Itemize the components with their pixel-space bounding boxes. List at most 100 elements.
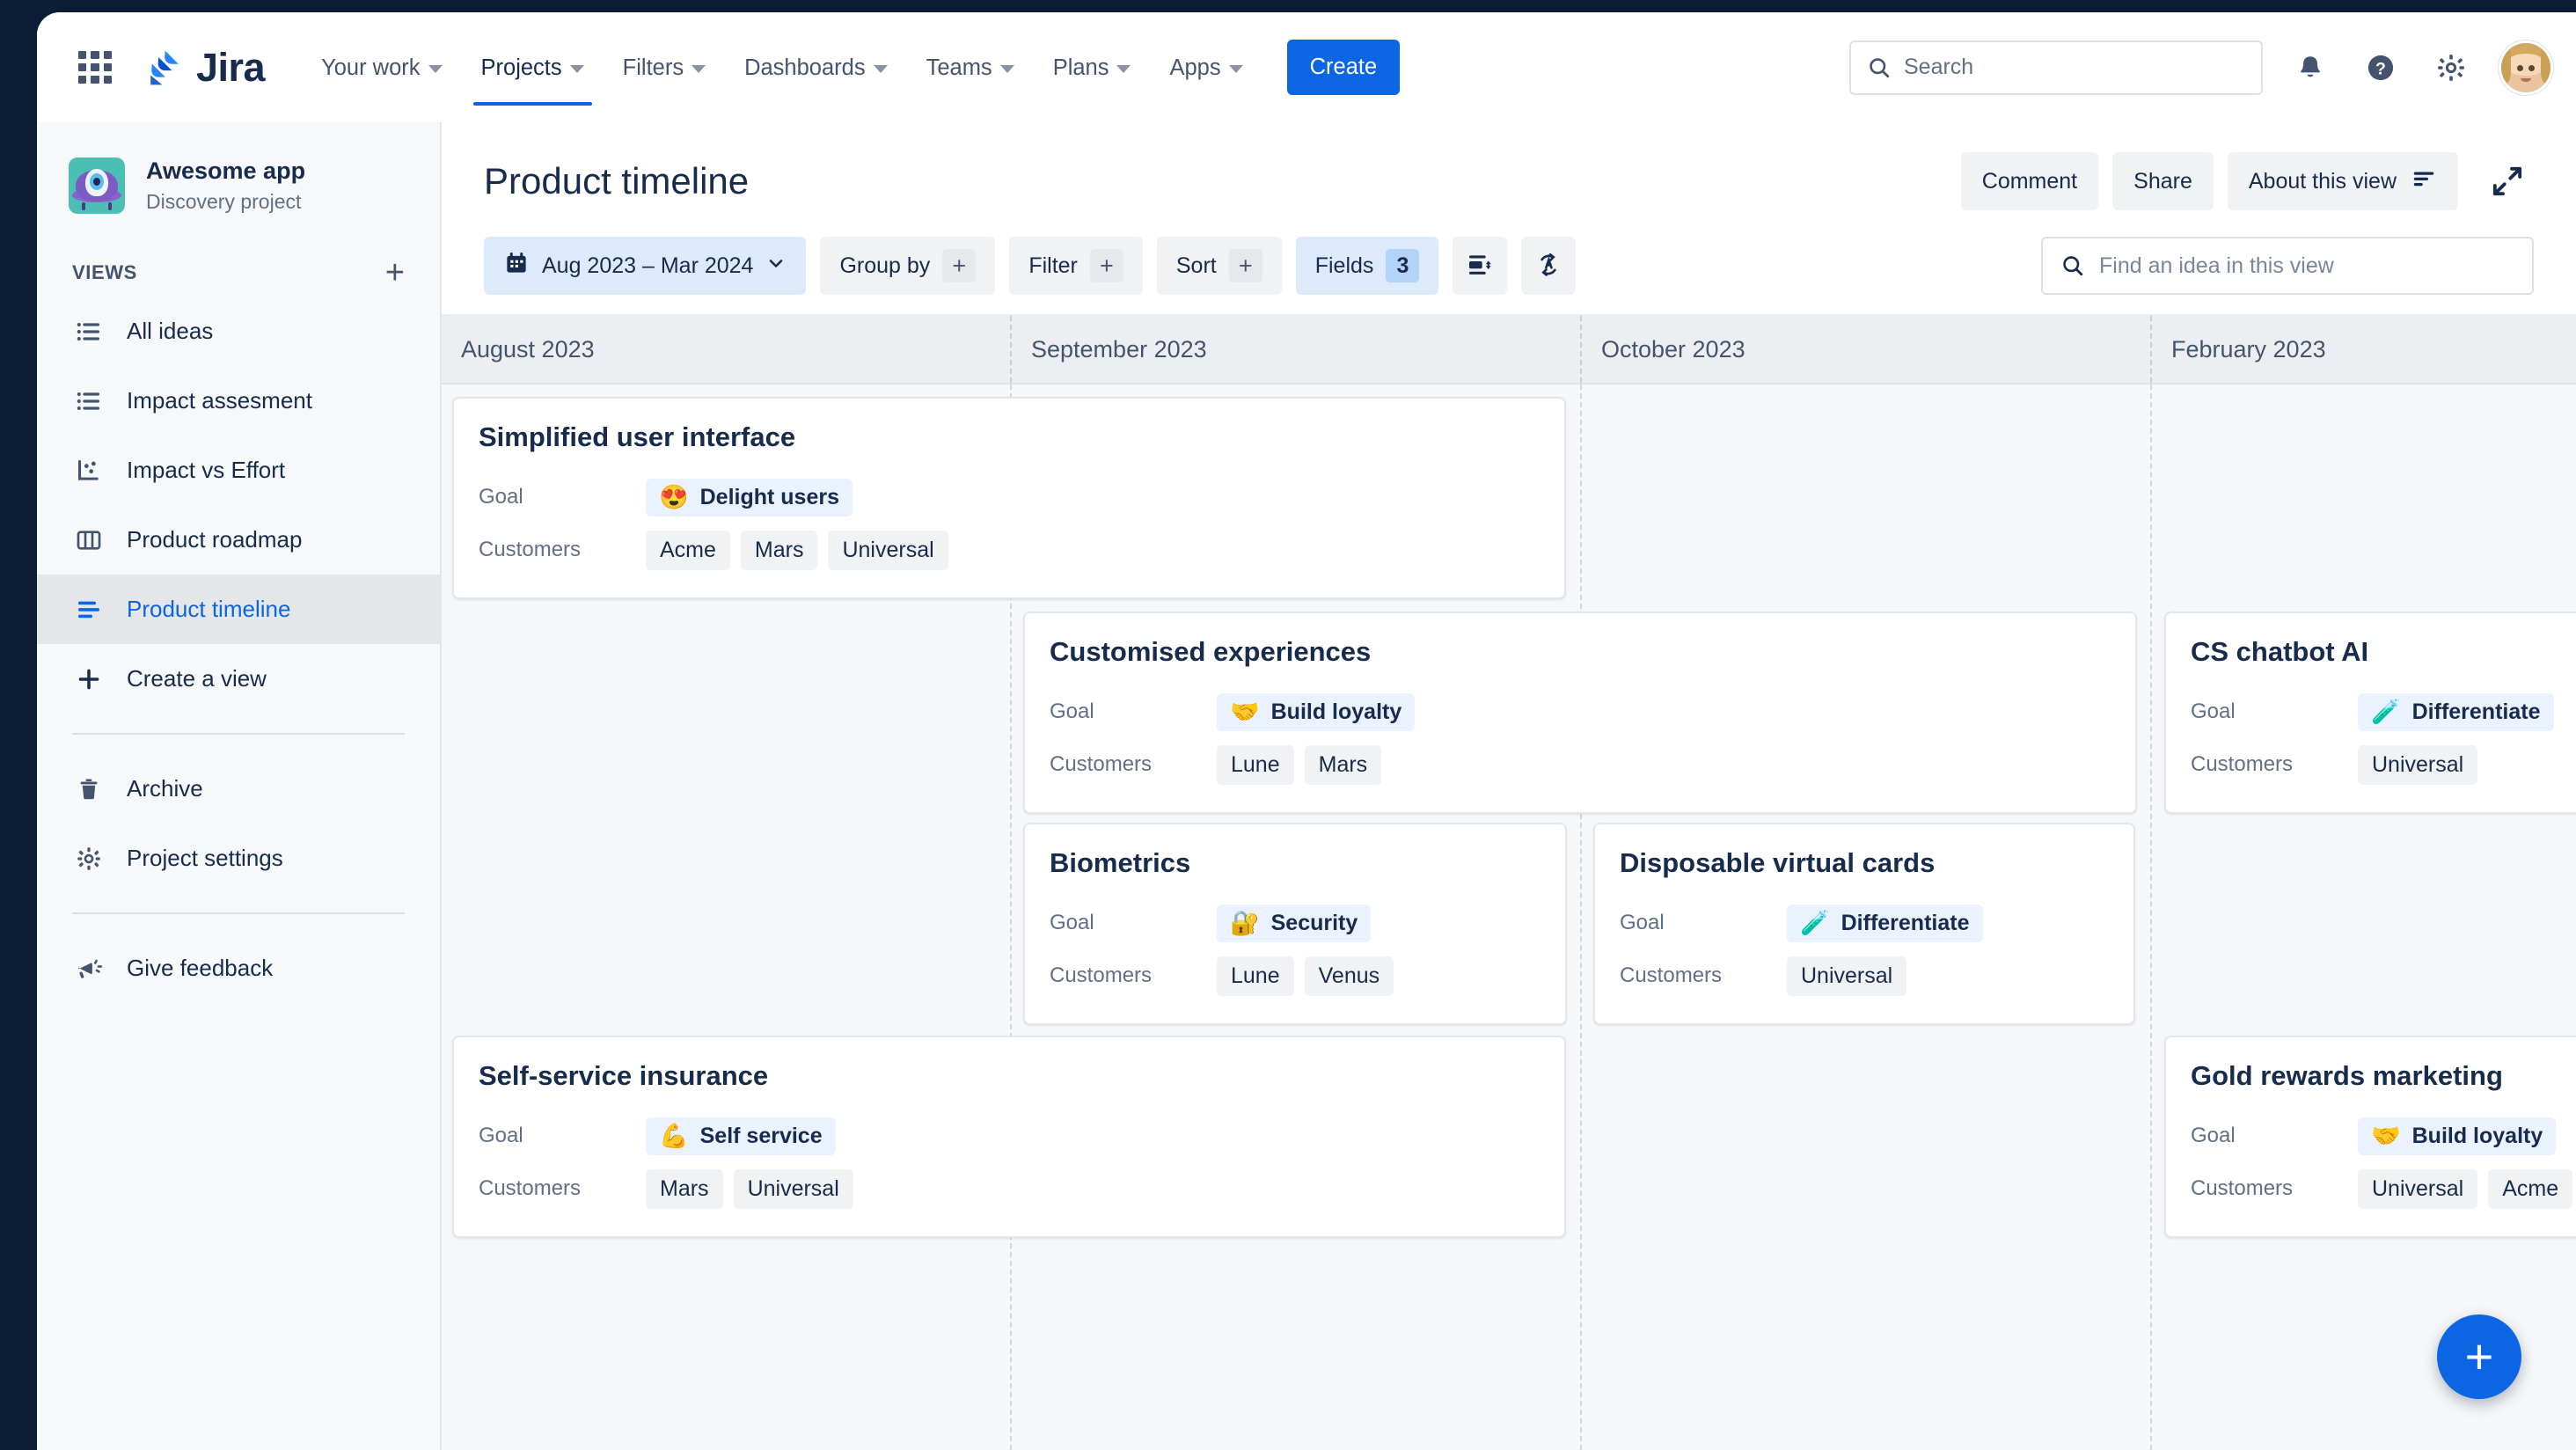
goal-emoji-icon: 💪 xyxy=(659,1122,689,1149)
sidebar-item-product-roadmap[interactable]: Product roadmap xyxy=(37,505,440,575)
timeline-column-header: October 2023 xyxy=(1582,316,2152,383)
user-avatar[interactable] xyxy=(2499,40,2553,95)
sidebar-item-all-ideas[interactable]: All ideas xyxy=(37,297,440,366)
customer-chip[interactable]: Lune xyxy=(1217,956,1294,996)
idea-card[interactable]: Self-service insurance Goal 💪 Self servi… xyxy=(452,1036,1566,1238)
goal-chip-label: Differentiate xyxy=(2411,699,2541,724)
goal-chip[interactable]: 😍 Delight users xyxy=(646,478,853,516)
nav-your-work[interactable]: Your work xyxy=(304,30,458,106)
goal-chip[interactable]: 🤝 Build loyalty xyxy=(2358,1117,2557,1155)
fields-button[interactable]: Fields 3 xyxy=(1295,237,1439,295)
share-button-label: Share xyxy=(2133,168,2192,194)
customer-chip[interactable]: Acme xyxy=(2488,1168,2573,1209)
app-switcher-icon[interactable] xyxy=(76,48,114,87)
field-label-customers: Customers xyxy=(479,1176,582,1200)
view-header: Product timeline Comment Share About thi… xyxy=(442,122,2576,223)
idea-card-goal-row: Goal 🤝 Build loyalty xyxy=(1050,685,2111,738)
top-nav-right-group: Search ? xyxy=(1849,40,2553,95)
create-idea-fab[interactable]: + xyxy=(2437,1315,2521,1399)
customer-chip[interactable]: Mars xyxy=(1304,744,1382,785)
field-label-goal: Goal xyxy=(1050,911,1094,934)
nav-teams[interactable]: Teams xyxy=(910,30,1031,106)
add-view-icon[interactable]: + xyxy=(384,253,405,291)
chevron-down-icon xyxy=(569,64,584,73)
chevron-down-icon xyxy=(765,253,787,280)
sidebar-item-impact-vs-effort[interactable]: Impact vs Effort xyxy=(37,436,440,505)
customer-chip[interactable]: Universal xyxy=(1787,956,1907,996)
customer-chip[interactable]: Universal xyxy=(733,1168,853,1209)
project-type: Discovery project xyxy=(146,190,302,214)
idea-card-customers-row: Customers Lune Mars xyxy=(1050,738,2111,791)
idea-card[interactable]: Simplified user interface Goal 😍 Delight… xyxy=(452,397,1566,599)
idea-card-customers-row: Customers Mars Universal xyxy=(479,1162,1540,1215)
nav-filters[interactable]: Filters xyxy=(606,30,722,106)
idea-card[interactable]: CS chatbot AI Goal 🧪 Differentiate Custo… xyxy=(2164,611,2576,814)
timeline-grid: Simplified user interface Goal 😍 Delight… xyxy=(442,384,2576,1450)
goal-chip[interactable]: 🧪 Differentiate xyxy=(2358,692,2554,731)
nav-dashboards[interactable]: Dashboards xyxy=(728,30,904,106)
field-label-goal: Goal xyxy=(2191,699,2236,723)
project-name: Awesome app xyxy=(146,157,306,184)
filter-button[interactable]: Filter + xyxy=(1009,237,1143,295)
create-button[interactable]: Create xyxy=(1286,40,1401,95)
sidebar-item-product-timeline[interactable]: Product timeline xyxy=(37,575,440,645)
expand-icon[interactable] xyxy=(2481,155,2534,208)
nav-plans[interactable]: Plans xyxy=(1036,30,1148,106)
nav-projects[interactable]: Projects xyxy=(465,30,601,106)
customer-chip-group: Lune Mars xyxy=(1217,744,1382,785)
idea-card[interactable]: Customised experiences Goal 🤝 Build loya… xyxy=(1023,611,2137,814)
customer-chip[interactable]: Universal xyxy=(2358,1168,2478,1209)
settings-gear-icon[interactable] xyxy=(2428,45,2474,91)
sort-button[interactable]: Sort + xyxy=(1156,237,1282,295)
sidebar-item-impact-assesment[interactable]: Impact assesment xyxy=(37,366,440,436)
customer-chip[interactable]: Mars xyxy=(646,1168,723,1209)
field-label-customers: Customers xyxy=(1050,752,1153,776)
board-columns-icon xyxy=(72,526,106,554)
trash-icon xyxy=(72,776,106,802)
auto-sort-button[interactable] xyxy=(1521,237,1577,295)
find-idea-input[interactable]: Find an idea in this view xyxy=(2041,237,2534,295)
customer-chip[interactable]: Lune xyxy=(1217,744,1294,785)
idea-card[interactable]: Disposable virtual cards Goal 🧪 Differen… xyxy=(1593,823,2135,1025)
description-lines-icon xyxy=(2411,165,2437,198)
project-sidebar: Awesome app Discovery project VIEWS + Al… xyxy=(37,122,442,1450)
customer-chip-group: Universal Acme xyxy=(2358,1168,2573,1209)
sidebar-item-create-a-view[interactable]: Create a view xyxy=(37,644,440,714)
help-icon[interactable]: ? xyxy=(2358,45,2404,91)
nav-dashboards-label: Dashboards xyxy=(744,55,866,80)
idea-card[interactable]: Gold rewards marketing Goal 🤝 Build loya… xyxy=(2164,1036,2576,1238)
idea-card-customers-row: Customers Universal xyxy=(2191,738,2576,791)
customer-chip[interactable]: Universal xyxy=(828,530,948,570)
customer-chip[interactable]: Venus xyxy=(1304,956,1394,996)
customer-chip[interactable]: Mars xyxy=(740,530,818,570)
find-idea-placeholder: Find an idea in this view xyxy=(2099,253,2334,278)
about-this-view-button[interactable]: About this view xyxy=(2227,152,2458,210)
sidebar-item-archive[interactable]: Archive xyxy=(37,754,440,824)
jira-logo[interactable]: Jira xyxy=(144,45,266,91)
share-button[interactable]: Share xyxy=(2112,152,2214,210)
idea-card-goal-row: Goal 🤝 Build loyalty xyxy=(2191,1109,2576,1162)
sidebar-item-give-feedback[interactable]: Give feedback xyxy=(37,934,440,1003)
goal-chip[interactable]: 💪 Self service xyxy=(646,1117,836,1155)
project-header[interactable]: Awesome app Discovery project xyxy=(37,133,440,242)
comment-button[interactable]: Comment xyxy=(1960,152,2099,210)
customer-chip[interactable]: Acme xyxy=(646,530,730,570)
customer-chip[interactable]: Universal xyxy=(2358,744,2478,785)
nav-apps[interactable]: Apps xyxy=(1153,30,1259,106)
goal-chip-label: Build loyalty xyxy=(1270,699,1402,724)
notifications-icon[interactable] xyxy=(2287,45,2333,91)
row-height-button[interactable] xyxy=(1453,237,1508,295)
goal-chip[interactable]: 🧪 Differentiate xyxy=(1787,904,1983,942)
sidebar-item-project-settings[interactable]: Project settings xyxy=(37,824,440,893)
date-range-button[interactable]: Aug 2023 – Mar 2024 xyxy=(484,237,807,295)
idea-card-title: Simplified user interface xyxy=(479,421,796,452)
goal-chip[interactable]: 🤝 Build loyalty xyxy=(1217,692,1416,731)
scatter-chart-icon xyxy=(72,457,106,485)
group-by-button[interactable]: Group by + xyxy=(820,237,996,295)
global-search-input[interactable]: Search xyxy=(1849,40,2263,95)
fields-label: Fields xyxy=(1314,253,1374,278)
views-section-label: VIEWS xyxy=(72,261,137,284)
idea-card[interactable]: Biometrics Goal 🔐 Security Customers xyxy=(1023,823,1567,1025)
idea-card-goal-row: Goal 💪 Self service xyxy=(479,1109,1540,1162)
goal-chip[interactable]: 🔐 Security xyxy=(1217,904,1372,942)
